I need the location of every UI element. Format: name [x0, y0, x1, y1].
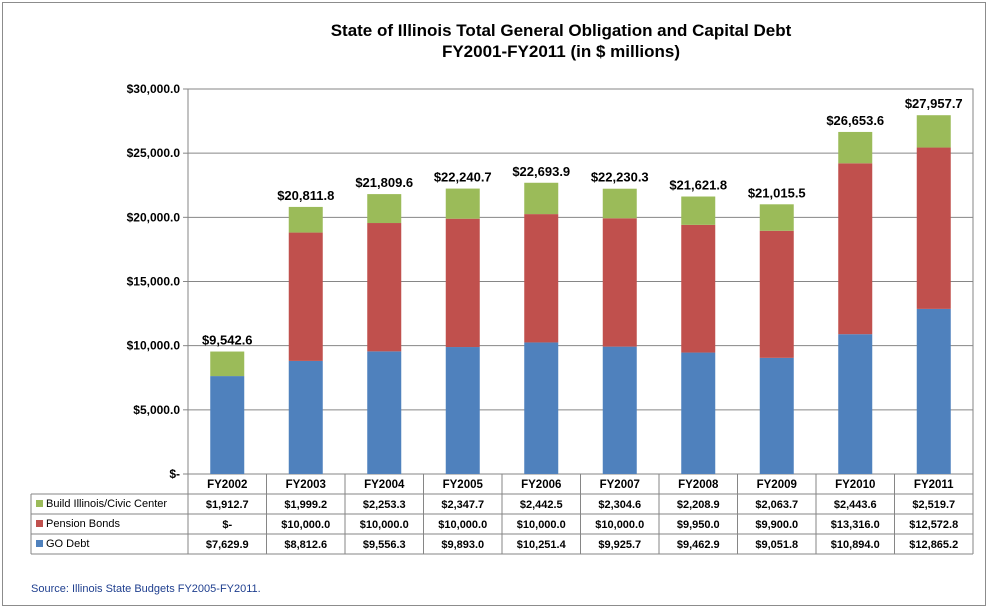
bar-segment-build-illinois-civic-center [681, 196, 716, 225]
table-cell: $10,894.0 [831, 539, 880, 551]
x-category-label: FY2002 [207, 479, 247, 491]
table-cell: $9,051.8 [755, 539, 798, 551]
bar-segment-build-illinois-civic-center [759, 204, 794, 231]
total-label: $21,621.8 [669, 178, 727, 193]
table-cell: $2,208.9 [677, 499, 720, 511]
total-label: $22,240.7 [434, 170, 492, 185]
bar-segment-pension-bonds [445, 218, 480, 348]
bar-segment-build-illinois-civic-center [916, 115, 951, 148]
table-cell: $2,442.5 [520, 499, 563, 511]
bar-segment-build-illinois-civic-center [602, 188, 637, 219]
bar-segment-go-debt [524, 342, 559, 474]
table-cell: $10,000.0 [281, 519, 330, 531]
bar-segment-pension-bonds [524, 214, 559, 343]
table-cell: $9,900.0 [755, 519, 798, 531]
bar-segment-pension-bonds [367, 223, 402, 352]
table-cell: $2,304.6 [598, 499, 641, 511]
bar-segment-go-debt [367, 351, 402, 474]
bar-segment-build-illinois-civic-center [288, 206, 323, 233]
legend-key-build-illinois-civic-center [36, 500, 43, 507]
bar-segment-go-debt [838, 334, 873, 474]
table-cell: $7,629.9 [206, 539, 249, 551]
table-cell: $12,572.8 [909, 519, 958, 531]
total-label: $21,015.5 [748, 185, 806, 200]
total-label: $26,653.6 [826, 113, 884, 128]
bar-segment-pension-bonds [288, 232, 323, 361]
x-category-label: FY2011 [914, 479, 954, 491]
table-cell: $8,812.6 [284, 539, 327, 551]
table-cell: $2,253.3 [363, 499, 406, 511]
total-label: $21,809.6 [355, 175, 413, 190]
bar-segment-build-illinois-civic-center [210, 351, 245, 377]
bar-segment-pension-bonds [602, 218, 637, 347]
table-cell: $2,063.7 [755, 499, 798, 511]
bar-segment-go-debt [759, 357, 794, 474]
total-label: $27,957.7 [905, 96, 963, 111]
bar-segment-build-illinois-civic-center [445, 188, 480, 219]
bar-segment-build-illinois-civic-center [367, 194, 402, 224]
table-cell: $10,000.0 [360, 519, 409, 531]
legend-key-go-debt [36, 540, 43, 547]
table-cell: $9,462.9 [677, 539, 720, 551]
y-tick-label: $15,000.0 [127, 275, 181, 289]
chart-subtitle: FY2001-FY2011 (in $ millions) [442, 42, 680, 61]
x-category-label: FY2005 [443, 479, 484, 491]
y-tick-label: $20,000.0 [127, 210, 181, 224]
table-cell: $10,000.0 [595, 519, 644, 531]
bar-segment-go-debt [445, 347, 480, 474]
x-category-label: FY2008 [678, 479, 719, 491]
y-tick-label: $25,000.0 [127, 146, 181, 160]
table-cell: $10,000.0 [438, 519, 487, 531]
bar-segment-go-debt [916, 308, 951, 474]
table-cell: $2,443.6 [834, 499, 877, 511]
total-label: $22,693.9 [512, 164, 570, 179]
table-cell: $9,893.0 [441, 539, 484, 551]
chart-svg: State of Illinois Total General Obligati… [30, 21, 974, 595]
chart-title: State of Illinois Total General Obligati… [331, 21, 792, 40]
legend-label: Pension Bonds [46, 518, 120, 530]
bar-segment-go-debt [210, 376, 245, 474]
x-category-label: FY2006 [521, 479, 561, 491]
x-category-label: FY2007 [600, 479, 640, 491]
data-table: FY2002 FY2003 FY2004 FY2005 FY2006 FY2007 FY20… [30, 474, 974, 555]
bar-segment-pension-bonds [838, 163, 873, 335]
bar-segment-pension-bonds [681, 224, 716, 353]
table-cell: $9,950.0 [677, 519, 720, 531]
table-cell: $12,865.2 [909, 539, 958, 551]
bar-segment-build-illinois-civic-center [524, 182, 559, 215]
table-cell: $1,912.7 [206, 499, 249, 511]
y-tick-label: $5,000.0 [133, 403, 180, 417]
y-tick-label: $- [169, 467, 180, 481]
x-category-label: FY2003 [286, 479, 326, 491]
total-label: $9,542.6 [202, 333, 253, 348]
bar-segment-pension-bonds [916, 147, 951, 309]
table-cell: $1,999.2 [284, 499, 327, 511]
table-cell: $10,000.0 [517, 519, 566, 531]
total-label: $22,230.3 [591, 170, 649, 185]
legend-label: Build Illinois/Civic Center [46, 498, 167, 510]
table-cell: $9,925.7 [598, 539, 641, 551]
bar-segment-build-illinois-civic-center [838, 131, 873, 164]
bar-segment-go-debt [681, 352, 716, 474]
legend-label: GO Debt [46, 538, 89, 550]
plot-area: $- $5,000.0 $10,000.0 $15,000.0 $20,000.0 $25… [127, 82, 974, 481]
x-category-label: FY2009 [757, 479, 797, 491]
bar-segment-pension-bonds [759, 230, 794, 358]
table-cell: $10,251.4 [517, 539, 567, 551]
x-category-label: FY2010 [835, 479, 875, 491]
source-note: Source: Illinois State Budgets FY2005-FY… [31, 583, 261, 595]
bar-segment-go-debt [288, 360, 323, 474]
legend-key-pension-bonds [36, 520, 43, 527]
y-tick-label: $10,000.0 [127, 339, 181, 353]
y-tick-label: $30,000.0 [127, 82, 181, 96]
table-cell: $9,556.3 [363, 539, 406, 551]
x-category-label: FY2004 [364, 479, 405, 491]
table-cell: $2,347.7 [441, 499, 484, 511]
table-cell: $- [222, 519, 232, 531]
table-cell: $13,316.0 [831, 519, 880, 531]
bar-segment-go-debt [602, 346, 637, 474]
total-label: $20,811.8 [277, 188, 334, 203]
table-cell: $2,519.7 [912, 499, 955, 511]
